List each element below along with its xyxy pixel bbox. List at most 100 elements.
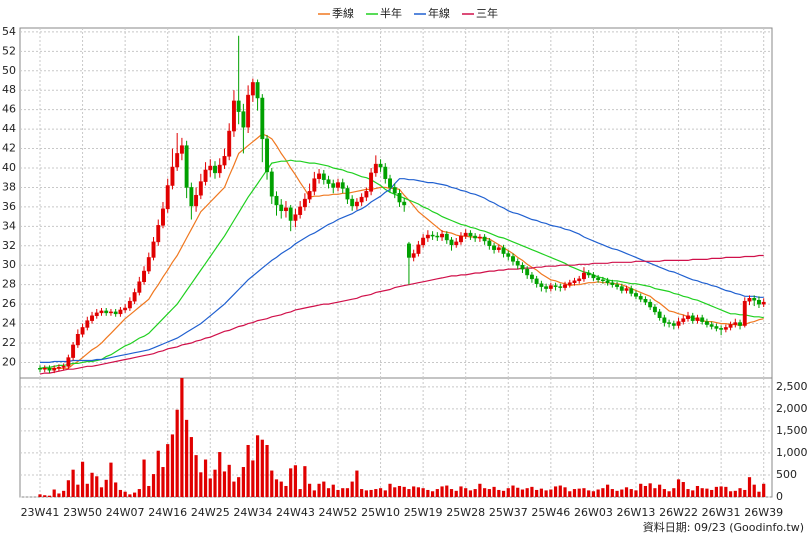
y-tick-label: 20 (2, 355, 16, 368)
volume-bar (128, 494, 132, 497)
volume-bar (142, 459, 146, 497)
volume-bar (658, 484, 662, 497)
candle-body (634, 293, 638, 297)
candle-body (492, 245, 497, 250)
candle-body (165, 185, 170, 210)
legend-label: 半年 (380, 6, 402, 20)
volume-bar (497, 489, 501, 497)
x-tick-label: 24W34 (233, 506, 272, 519)
candle-body (430, 234, 435, 237)
candle-body (269, 171, 274, 197)
candle-body (468, 232, 473, 237)
candle-body (752, 298, 757, 301)
volume-bar (274, 479, 279, 497)
volume-bar (175, 409, 179, 497)
candle-body (463, 232, 468, 237)
candle-body (236, 100, 241, 112)
x-tick-label: 23W50 (63, 506, 102, 519)
volume-tick-label: 2,500 (776, 380, 808, 393)
candle-body (444, 233, 449, 241)
x-tick-label: 24W07 (106, 506, 145, 519)
volume-bar (558, 485, 562, 497)
candle-body (104, 310, 109, 314)
volume-bar (260, 439, 264, 497)
candle-body (47, 368, 52, 371)
volume-bar (700, 488, 704, 497)
volume-bar (733, 490, 737, 497)
volume-bar (639, 483, 643, 497)
candle-body (123, 307, 128, 311)
volume-bar (440, 486, 444, 497)
candle-body (454, 241, 459, 246)
volume-bar (591, 491, 596, 497)
volume-bar (185, 419, 189, 497)
candle-body (274, 195, 279, 206)
candle-body (704, 321, 709, 325)
candle-body (738, 322, 742, 326)
candle-body (728, 324, 733, 328)
candle-body (667, 322, 672, 324)
volume-bar (643, 485, 648, 497)
candle-body (638, 296, 643, 300)
volume-bar (653, 488, 657, 497)
candle-body (388, 178, 392, 188)
candle-body (42, 368, 47, 370)
volume-bar (241, 467, 245, 497)
candle-body (700, 317, 705, 322)
volume-bar (667, 491, 671, 497)
candle-body (525, 268, 530, 276)
volume-bar (326, 488, 331, 497)
x-tick-label: 25W19 (404, 506, 443, 519)
volume-bar (762, 483, 766, 497)
volume-bar (629, 489, 633, 497)
volume-bar (246, 444, 250, 497)
volume-bar (90, 472, 94, 497)
candle-body (227, 130, 232, 157)
legend-label: 季線 (332, 6, 354, 20)
volume-bar (76, 484, 80, 497)
candle-body (56, 367, 61, 369)
ma-line (39, 159, 764, 369)
volume-bar (203, 459, 208, 497)
volume-bar (95, 476, 99, 497)
volume-bar (672, 488, 676, 497)
candle-body (586, 272, 591, 276)
candle-body (85, 320, 90, 328)
volume-bar (161, 467, 165, 497)
volume-bar (454, 490, 458, 497)
candle-body (194, 194, 199, 207)
volume-tick-label: 500 (776, 468, 797, 481)
candle-body (596, 277, 601, 281)
candle-body (563, 284, 567, 288)
candle-body (383, 166, 388, 179)
candle-body (757, 299, 761, 305)
y-tick-label: 28 (2, 278, 16, 291)
candle-body (113, 311, 118, 315)
volume-frame (19, 377, 773, 498)
volume-bar (360, 489, 364, 497)
volume-bar (374, 489, 378, 497)
candle-body (723, 327, 728, 330)
volume-bar (478, 483, 482, 497)
candle-body (473, 235, 478, 239)
candle-body (686, 315, 690, 319)
x-tick-label: 24W43 (276, 506, 315, 519)
candle-body (761, 301, 766, 305)
volume-tick-label: 0 (776, 490, 783, 503)
candle-body (146, 257, 151, 272)
candle-body (591, 274, 596, 279)
y-tick-label: 40 (2, 161, 16, 174)
volume-bar (506, 488, 510, 497)
volume-bar (691, 490, 695, 497)
volume-bar (383, 490, 387, 497)
y-tick-label: 50 (2, 64, 16, 77)
candle-body (681, 318, 686, 322)
volume-bar (156, 450, 160, 497)
candle-body (208, 165, 213, 171)
volume-bar (402, 486, 406, 497)
volume-bar (85, 483, 89, 497)
candle-body (558, 286, 563, 288)
volume-bar (222, 471, 227, 497)
volume-bar (412, 486, 416, 497)
volume-bar (568, 491, 572, 497)
